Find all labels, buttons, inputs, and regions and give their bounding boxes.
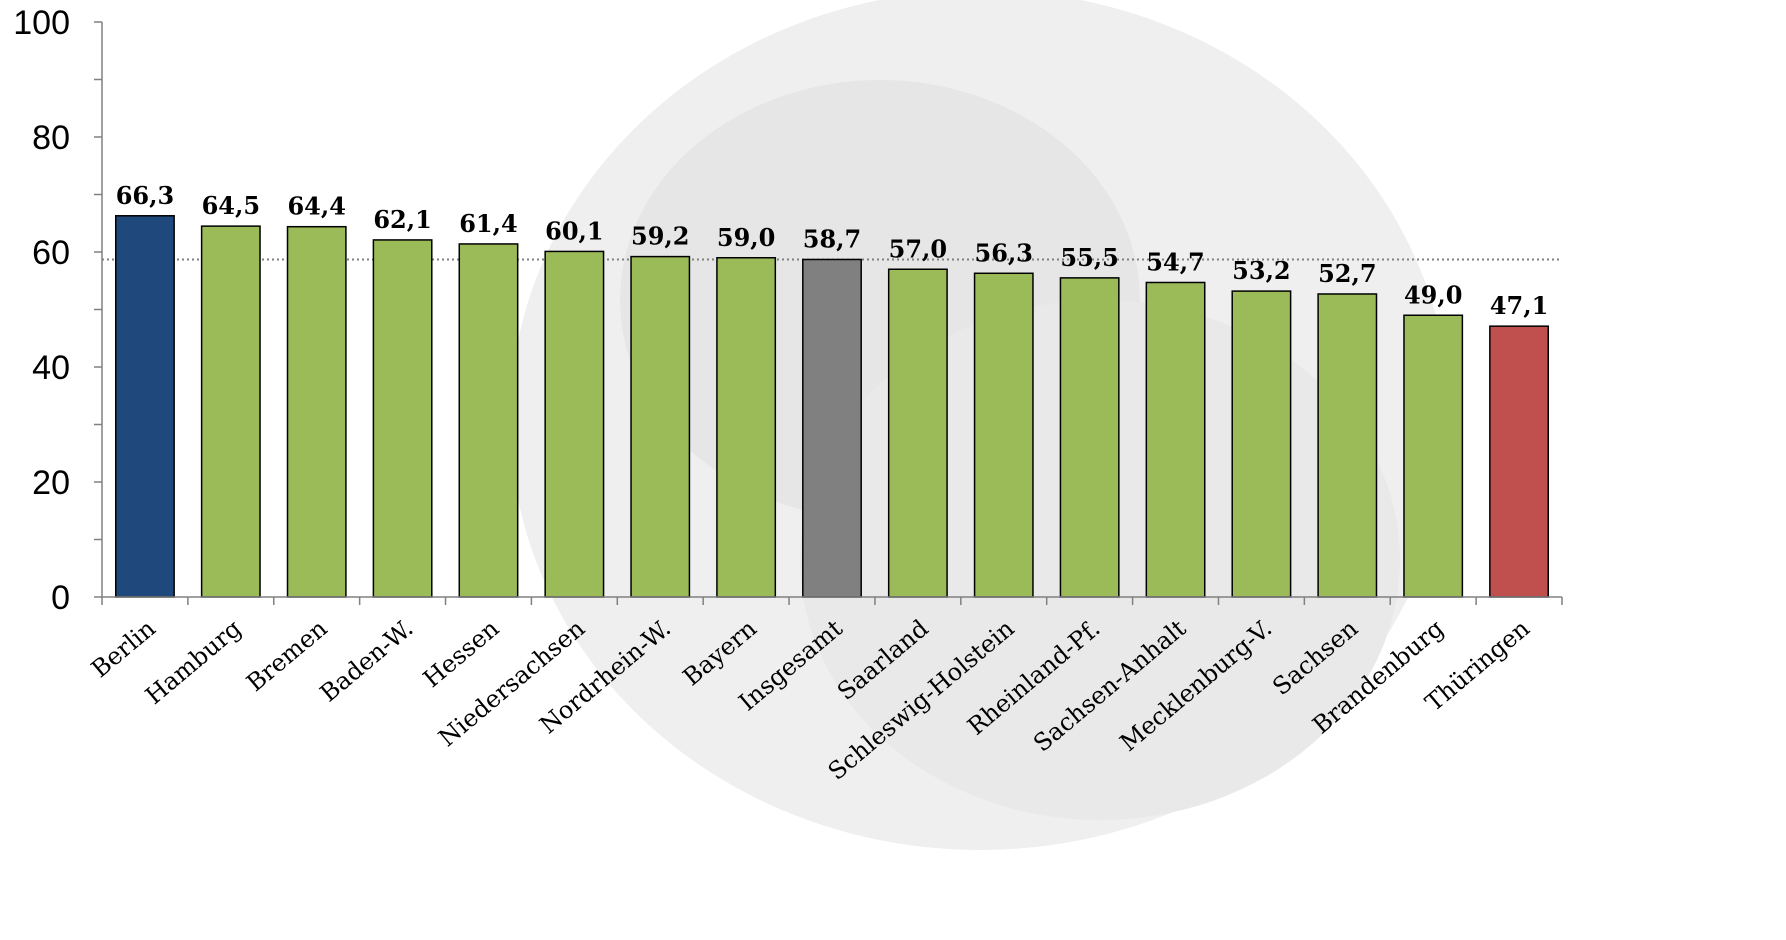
bar-hamburg [200, 225, 261, 598]
bar-brandenburg [1403, 314, 1464, 598]
data-label: 53,2 [1232, 256, 1290, 285]
bar-berlin [114, 215, 175, 598]
bar-niedersachsen [544, 250, 605, 598]
bar-baden-w- [372, 239, 433, 598]
data-label: 52,7 [1318, 259, 1376, 288]
data-label: 64,5 [202, 191, 260, 220]
bar-rheinland-pf- [1059, 277, 1120, 598]
y-tick-label: 80 [32, 119, 70, 157]
data-label: 66,3 [116, 181, 174, 210]
data-label: 54,7 [1146, 247, 1204, 276]
bar-mecklenburg-v- [1231, 290, 1292, 598]
axes-layer [94, 21, 1563, 605]
y-tick-label: 40 [32, 349, 70, 387]
data-label: 59,2 [631, 222, 689, 251]
y-tick-label: 20 [32, 464, 70, 502]
bar-nordrhein-w- [630, 255, 691, 598]
data-label: 49,0 [1404, 280, 1462, 309]
bar-saarland [887, 268, 948, 598]
data-label: 58,7 [803, 224, 861, 253]
x-tick-label: Hamburg [140, 614, 247, 710]
y-tick-label: 60 [32, 234, 70, 272]
data-label: 59,0 [717, 223, 775, 252]
data-label: 47,1 [1490, 291, 1548, 320]
x-tick-label: Baden-W. [315, 614, 419, 707]
bar-sachsen-anhalt [1145, 281, 1206, 598]
x-tick-label: Berlin [86, 614, 161, 683]
data-label: 55,5 [1060, 243, 1118, 272]
data-label: 60,1 [545, 216, 603, 245]
bar-schleswig-holstein [973, 272, 1034, 598]
bar-sachsen [1317, 293, 1378, 598]
data-label: 61,4 [459, 209, 517, 238]
bar-thüringen [1489, 325, 1550, 598]
data-label: 56,3 [975, 238, 1033, 267]
bar-hessen [458, 243, 519, 598]
data-label: 62,1 [373, 205, 431, 234]
bar-bayern [716, 257, 777, 598]
y-tick-label: 100 [13, 4, 70, 42]
bar-bremen [286, 225, 347, 598]
bar-insgesamt [802, 258, 862, 598]
data-label: 57,0 [889, 234, 947, 263]
y-tick-label: 0 [51, 579, 70, 617]
data-label: 64,4 [287, 192, 345, 221]
x-tick-label: Niedersachsen [433, 614, 590, 752]
